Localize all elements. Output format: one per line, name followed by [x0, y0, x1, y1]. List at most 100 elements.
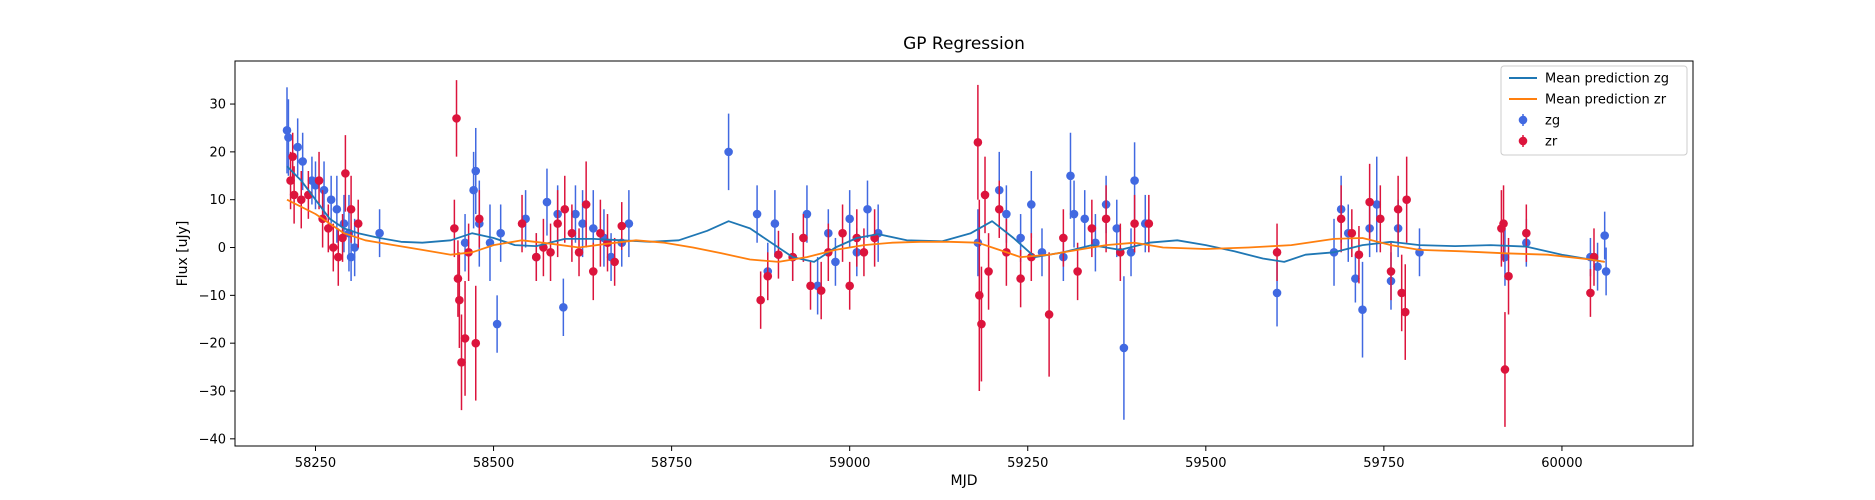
axes-frame — [234, 60, 1694, 447]
data-point — [845, 281, 854, 291]
data-point — [471, 338, 481, 348]
data-point — [288, 152, 297, 161]
data-point — [1600, 231, 1609, 240]
mean-prediction-line — [286, 198, 1605, 263]
data-point — [724, 147, 733, 157]
data-point — [346, 252, 356, 262]
data-point — [1504, 271, 1513, 281]
data-point — [588, 224, 598, 233]
data-point — [617, 221, 627, 231]
data-point — [332, 204, 342, 214]
y-tick-label: −30 — [199, 385, 226, 400]
data-point — [546, 248, 555, 257]
data-point — [1351, 274, 1360, 283]
data-point — [453, 274, 463, 283]
data-point — [980, 190, 990, 200]
data-point — [1073, 267, 1082, 276]
data-point — [1144, 219, 1154, 228]
data-point — [1522, 228, 1531, 238]
data-point — [319, 185, 329, 195]
data-point — [1586, 288, 1595, 298]
y-tick-label: −40 — [199, 432, 226, 447]
data-point — [496, 228, 505, 238]
data-point — [624, 219, 634, 228]
data-point — [1069, 209, 1079, 219]
data-point — [770, 219, 780, 228]
data-point — [455, 295, 464, 305]
y-tick-label: 20 — [209, 145, 226, 160]
data-point — [457, 358, 466, 367]
data-point — [324, 224, 333, 233]
data-point — [471, 166, 481, 176]
legend-box — [1500, 65, 1688, 156]
data-point — [1130, 219, 1139, 228]
legend-item: Mean prediction zg — [1509, 72, 1669, 87]
data-point — [1400, 307, 1410, 317]
data-point — [1112, 224, 1122, 233]
data-point — [350, 243, 359, 252]
data-point — [1126, 248, 1136, 257]
data-point — [1354, 250, 1364, 259]
data-point — [845, 214, 854, 224]
data-point — [802, 209, 812, 219]
x-tick-label: 59750 — [1363, 456, 1404, 471]
data-point — [298, 157, 307, 166]
data-point — [450, 224, 459, 233]
plot-area — [282, 80, 1611, 427]
data-point — [799, 233, 808, 243]
data-point — [1372, 200, 1382, 209]
data-point — [774, 250, 783, 259]
data-point — [984, 267, 993, 276]
data-point — [1393, 204, 1403, 214]
data-point — [452, 114, 461, 123]
data-point — [1130, 176, 1139, 185]
data-point — [838, 228, 847, 238]
x-tick-label: 58250 — [295, 456, 336, 471]
data-point — [1397, 288, 1406, 298]
data-point — [353, 219, 363, 228]
data-point — [460, 238, 470, 248]
y-tick-label: 0 — [218, 241, 226, 256]
data-point — [328, 243, 338, 252]
legend-label: Mean prediction zg — [1545, 72, 1669, 87]
data-point — [341, 169, 350, 178]
data-point — [1066, 171, 1075, 181]
data-point — [1593, 262, 1602, 271]
chart-title: GP Regression — [903, 34, 1025, 54]
data-point — [863, 204, 872, 214]
series-group — [282, 80, 1611, 427]
axes: 58250 58500 58750 59000 59250 59500 59750 60000… — [199, 60, 1694, 471]
data-point — [763, 271, 773, 281]
data-point — [469, 185, 478, 195]
data-point — [1101, 214, 1111, 224]
data-point — [531, 252, 541, 262]
data-point — [1402, 195, 1411, 204]
x-tick-label: 59500 — [1185, 456, 1226, 471]
legend-label: zr — [1545, 135, 1558, 150]
x-tick-label: 60000 — [1541, 456, 1582, 471]
data-point — [596, 228, 605, 238]
legend-item: zg — [1518, 114, 1560, 129]
data-point — [314, 176, 324, 185]
data-point — [588, 267, 598, 276]
data-point — [994, 204, 1004, 214]
data-point — [977, 319, 986, 329]
y-tick-label: −10 — [199, 289, 226, 304]
data-point — [1027, 200, 1036, 209]
data-point — [1002, 209, 1011, 219]
data-point — [1336, 214, 1346, 224]
legend-label: zg — [1545, 114, 1560, 129]
x-axis-label: MJD — [951, 473, 978, 489]
y-tick-label: 30 — [209, 98, 226, 113]
data-point — [756, 295, 765, 305]
data-point — [346, 204, 356, 214]
data-point — [460, 334, 470, 343]
data-point — [571, 209, 580, 219]
data-point — [326, 195, 336, 204]
data-point — [1347, 228, 1357, 238]
data-point — [1087, 224, 1097, 233]
x-tick-label: 58750 — [651, 456, 692, 471]
data-point — [859, 248, 869, 257]
data-point — [1080, 214, 1090, 224]
